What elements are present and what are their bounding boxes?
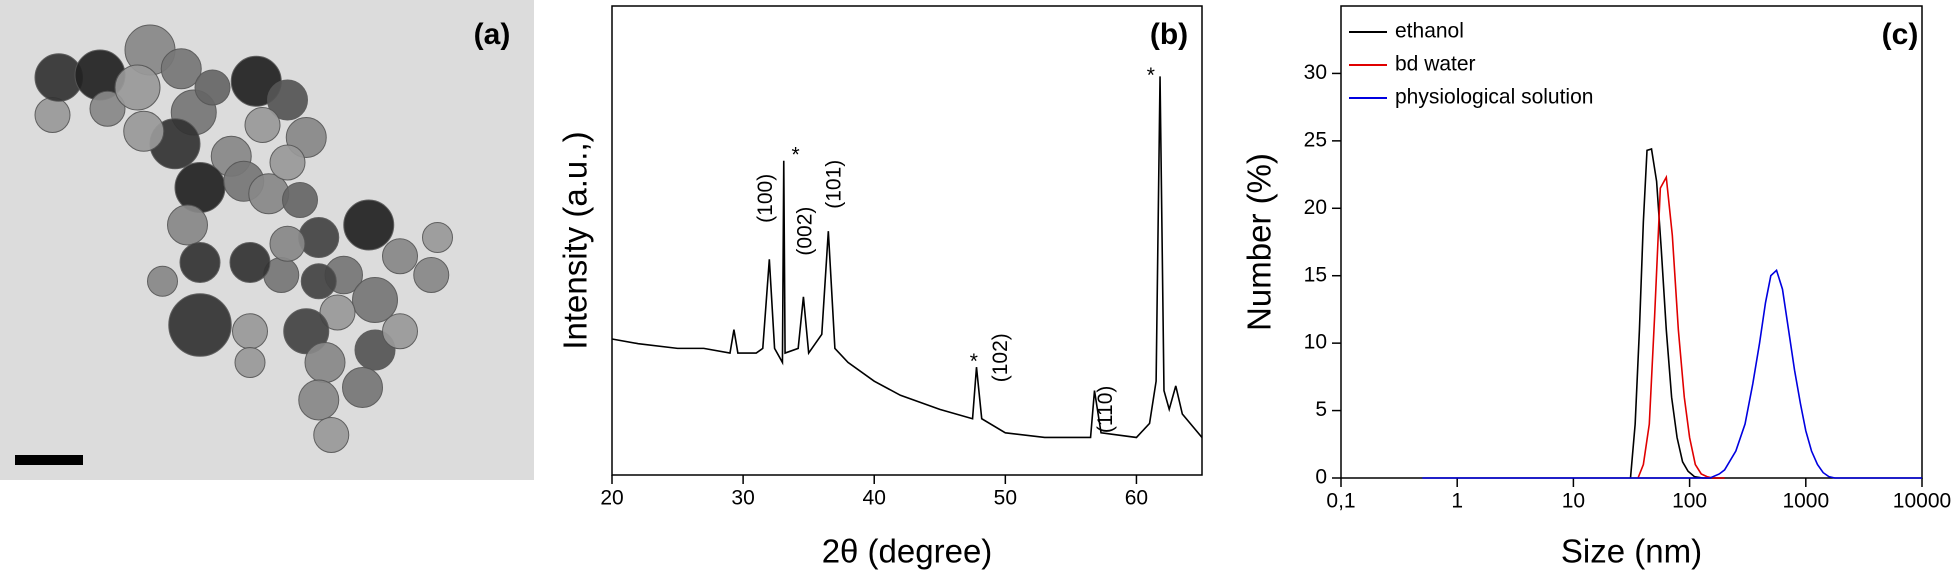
particle bbox=[343, 199, 395, 251]
x-tick-label: 10000 bbox=[1893, 490, 1951, 513]
particle bbox=[283, 308, 330, 355]
particle bbox=[313, 417, 350, 453]
plot-frame bbox=[1340, 5, 1923, 479]
panel-label: (c) bbox=[1882, 18, 1919, 51]
particle bbox=[244, 107, 281, 143]
particle bbox=[232, 313, 268, 350]
annotation: (110) bbox=[1094, 386, 1117, 433]
x-tick-label: 100 bbox=[1672, 490, 1707, 513]
particle bbox=[194, 69, 231, 106]
x-tick-label: 1000 bbox=[1782, 490, 1829, 513]
particle bbox=[179, 242, 221, 283]
particle bbox=[168, 293, 232, 357]
legend-label: physiological solution bbox=[1395, 86, 1593, 109]
y-tick-label: 25 bbox=[1304, 128, 1327, 151]
x-tick-label: 50 bbox=[994, 487, 1017, 510]
annotation: * bbox=[970, 350, 978, 373]
particle bbox=[267, 79, 308, 121]
legend-label: bd water bbox=[1395, 53, 1476, 76]
particle bbox=[234, 347, 266, 378]
particle bbox=[114, 64, 161, 111]
particle bbox=[422, 222, 453, 253]
particle bbox=[89, 90, 126, 127]
panel-label: (b) bbox=[1150, 18, 1188, 51]
particle bbox=[298, 379, 340, 421]
x-tick-label: 20 bbox=[600, 487, 623, 510]
particle bbox=[413, 257, 450, 293]
data-line bbox=[1629, 147, 1725, 479]
annotation: (002) bbox=[794, 207, 817, 256]
particle bbox=[269, 144, 306, 181]
particle bbox=[342, 367, 383, 408]
data-line bbox=[1637, 174, 1725, 479]
x-tick-label: 10 bbox=[1562, 490, 1585, 513]
y-tick-label: 10 bbox=[1304, 331, 1327, 354]
x-tick-label: 60 bbox=[1125, 487, 1148, 510]
x-tick-label: 30 bbox=[731, 487, 754, 510]
particle bbox=[147, 265, 178, 297]
particle bbox=[298, 217, 340, 258]
annotation: * bbox=[1147, 64, 1155, 87]
particle bbox=[300, 263, 337, 300]
particle bbox=[174, 162, 226, 213]
particle bbox=[123, 110, 165, 152]
particle bbox=[282, 182, 318, 218]
x-axis-title: Size (nm) bbox=[1561, 533, 1702, 570]
particles bbox=[34, 24, 453, 453]
annotation: * bbox=[791, 144, 799, 167]
y-tick-label: 5 bbox=[1315, 398, 1327, 421]
y-axis-title: Intensity (a.u.,) bbox=[557, 131, 594, 349]
particle bbox=[269, 225, 306, 262]
legend-label: ethanol bbox=[1395, 20, 1464, 43]
particle bbox=[34, 97, 71, 133]
particle bbox=[229, 242, 271, 283]
y-tick-label: 0 bbox=[1315, 466, 1327, 489]
plot-frame bbox=[611, 5, 1203, 476]
y-tick-label: 30 bbox=[1304, 61, 1327, 84]
y-tick-label: 15 bbox=[1304, 263, 1327, 286]
particle bbox=[167, 204, 208, 246]
x-axis-title: 2θ (degree) bbox=[822, 533, 993, 570]
y-tick-label: 20 bbox=[1304, 196, 1327, 219]
particle bbox=[304, 342, 346, 383]
particle bbox=[382, 313, 418, 350]
x-tick-label: 0,1 bbox=[1326, 490, 1355, 513]
particle bbox=[319, 294, 356, 331]
scale-bar bbox=[15, 455, 83, 465]
data-line bbox=[1422, 268, 1922, 479]
particle bbox=[352, 277, 398, 323]
y-axis-title: Number (%) bbox=[1241, 153, 1278, 331]
annotation: (102) bbox=[989, 333, 1012, 382]
data-line bbox=[611, 76, 1203, 439]
particle bbox=[160, 48, 202, 90]
panel-label: (a) bbox=[474, 18, 511, 51]
annotation: (101) bbox=[822, 160, 845, 209]
x-tick-label: 1 bbox=[1451, 490, 1463, 513]
annotation: (100) bbox=[754, 174, 777, 223]
x-tick-label: 40 bbox=[863, 487, 886, 510]
particle bbox=[382, 238, 418, 275]
